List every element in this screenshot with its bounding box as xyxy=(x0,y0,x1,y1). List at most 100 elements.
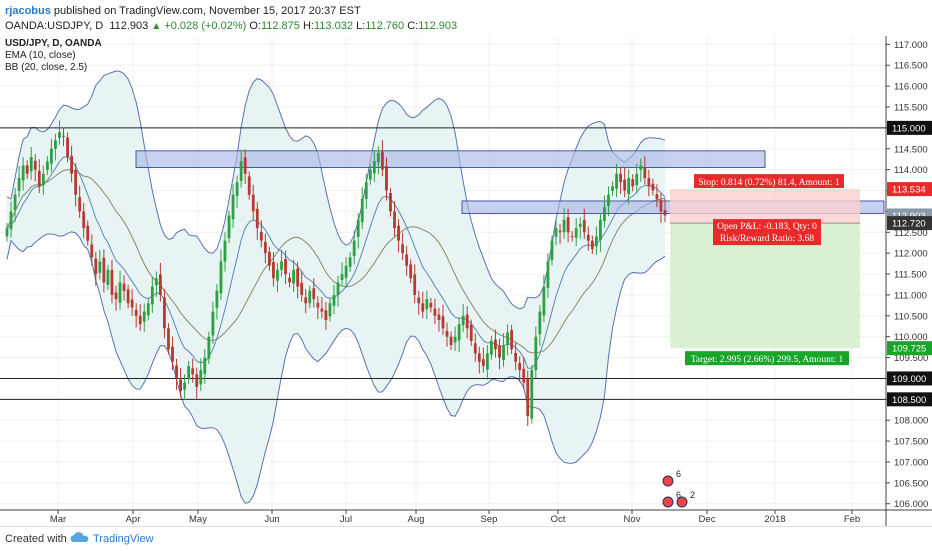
candle-body xyxy=(599,219,602,241)
time-tick-label: Sep xyxy=(481,514,498,525)
candle-body xyxy=(328,303,332,317)
publish-info: published on TradingView.com, November 1… xyxy=(53,5,361,17)
level-price-box xyxy=(887,120,932,135)
candle-body xyxy=(364,182,368,199)
candle-body xyxy=(473,343,477,354)
candle-body xyxy=(425,299,429,310)
level-price-box xyxy=(887,392,932,407)
candle-body xyxy=(276,269,279,281)
price-tick-label: 109.500 xyxy=(894,353,928,364)
quote-line: OANDA:USDJPY, D 112.903 ▲ +0.028 (+0.02%… xyxy=(5,20,457,32)
candle-body xyxy=(272,261,275,279)
candle-body xyxy=(142,311,146,322)
candle-body xyxy=(239,161,243,181)
candle-body xyxy=(643,167,647,178)
candle-body xyxy=(45,161,49,171)
candle-body xyxy=(138,315,142,325)
price-tick-label: 116.500 xyxy=(894,61,928,72)
candle-body xyxy=(449,336,453,346)
candle-body xyxy=(25,165,29,174)
candle-body xyxy=(389,193,392,212)
candle-body xyxy=(376,152,380,163)
candle-body xyxy=(33,160,37,170)
tradingview-cloud-icon[interactable] xyxy=(70,531,90,545)
candle-body xyxy=(243,157,247,174)
price-marker-box xyxy=(887,216,932,231)
candle-body xyxy=(122,283,126,291)
target-label: Target: 2.995 (2.66%) 299.5, Amount: 1 xyxy=(691,354,844,365)
level-price-box xyxy=(887,371,932,386)
candle-body xyxy=(86,225,90,241)
candle-body xyxy=(566,217,570,233)
candle-body xyxy=(385,165,388,191)
candle-body xyxy=(251,194,255,212)
price-marker-label: 113.534 xyxy=(892,185,926,196)
ema-line xyxy=(6,156,666,369)
time-tick-label: Jul xyxy=(340,514,352,525)
candle-body xyxy=(288,277,291,283)
candle-body xyxy=(29,157,33,172)
candle-body xyxy=(522,368,526,383)
candle-body xyxy=(352,240,356,257)
candle-body xyxy=(651,183,655,191)
candle-body xyxy=(465,314,469,329)
price-chart[interactable]: Stop: 0.814 (0.72%) 81.4, Amount: 1 Open … xyxy=(0,36,932,526)
candle-body xyxy=(421,303,425,312)
candle-body xyxy=(106,269,110,285)
candle-body xyxy=(582,220,586,233)
tradingview-brand[interactable]: TradingView xyxy=(93,533,154,545)
candle-body xyxy=(259,231,263,241)
price-tick-label: 107.500 xyxy=(894,437,928,448)
author-link[interactable]: rjacobus xyxy=(5,5,51,17)
candle-body xyxy=(417,297,421,304)
candle-body xyxy=(41,173,45,186)
price-tick-label: 116.000 xyxy=(894,82,928,93)
candle-body xyxy=(393,211,396,229)
candle-body xyxy=(13,194,17,211)
candle-body xyxy=(9,211,13,230)
last-price: 112.903 xyxy=(109,20,149,32)
candle-body xyxy=(469,324,473,341)
candle-body xyxy=(195,374,199,387)
candle-body xyxy=(413,274,417,295)
candle-body xyxy=(433,308,437,316)
stop-label: Stop: 0.814 (0.72%) 81.4, Amount: 1 xyxy=(698,177,839,188)
price-tick-label: 111.500 xyxy=(894,270,927,281)
candle-body xyxy=(538,311,542,335)
candle-body xyxy=(247,176,251,195)
candle-body xyxy=(187,365,191,379)
candle-body xyxy=(514,352,518,362)
publish-line: rjacobus published on TradingView.com, N… xyxy=(5,5,361,17)
candle-body xyxy=(372,161,376,174)
candle-body xyxy=(336,282,340,295)
candle-body xyxy=(550,240,554,261)
candle-body xyxy=(659,200,663,212)
candle-body xyxy=(397,225,400,241)
candle-body xyxy=(603,207,606,222)
price-marker-box xyxy=(887,341,932,356)
close-value: 112.903 xyxy=(418,20,458,32)
candle-body xyxy=(308,290,312,304)
candle-body xyxy=(114,292,118,300)
candle-body xyxy=(70,155,73,174)
candle-body xyxy=(284,259,287,275)
candle-body xyxy=(635,173,639,186)
candle-body xyxy=(453,336,457,343)
candle-body xyxy=(54,140,57,149)
bollinger-band-fill xyxy=(7,71,665,504)
symbol-label[interactable]: OANDA:USDJPY, D xyxy=(5,20,104,32)
time-tick-label: Jun xyxy=(264,514,279,525)
candle-body xyxy=(280,261,283,270)
candle-body xyxy=(191,368,195,375)
candle-body xyxy=(167,328,170,350)
candle-body xyxy=(134,309,138,316)
candle-body xyxy=(344,265,348,278)
candle-body xyxy=(445,330,449,337)
candle-body xyxy=(17,177,21,191)
high-label: H: xyxy=(302,20,314,32)
candle-body xyxy=(607,194,610,206)
event-count-label: 6 xyxy=(676,490,681,500)
low-value: 112.760 xyxy=(365,20,405,32)
economic-event-flag-icon xyxy=(662,496,674,508)
stop-label-box xyxy=(694,174,844,189)
